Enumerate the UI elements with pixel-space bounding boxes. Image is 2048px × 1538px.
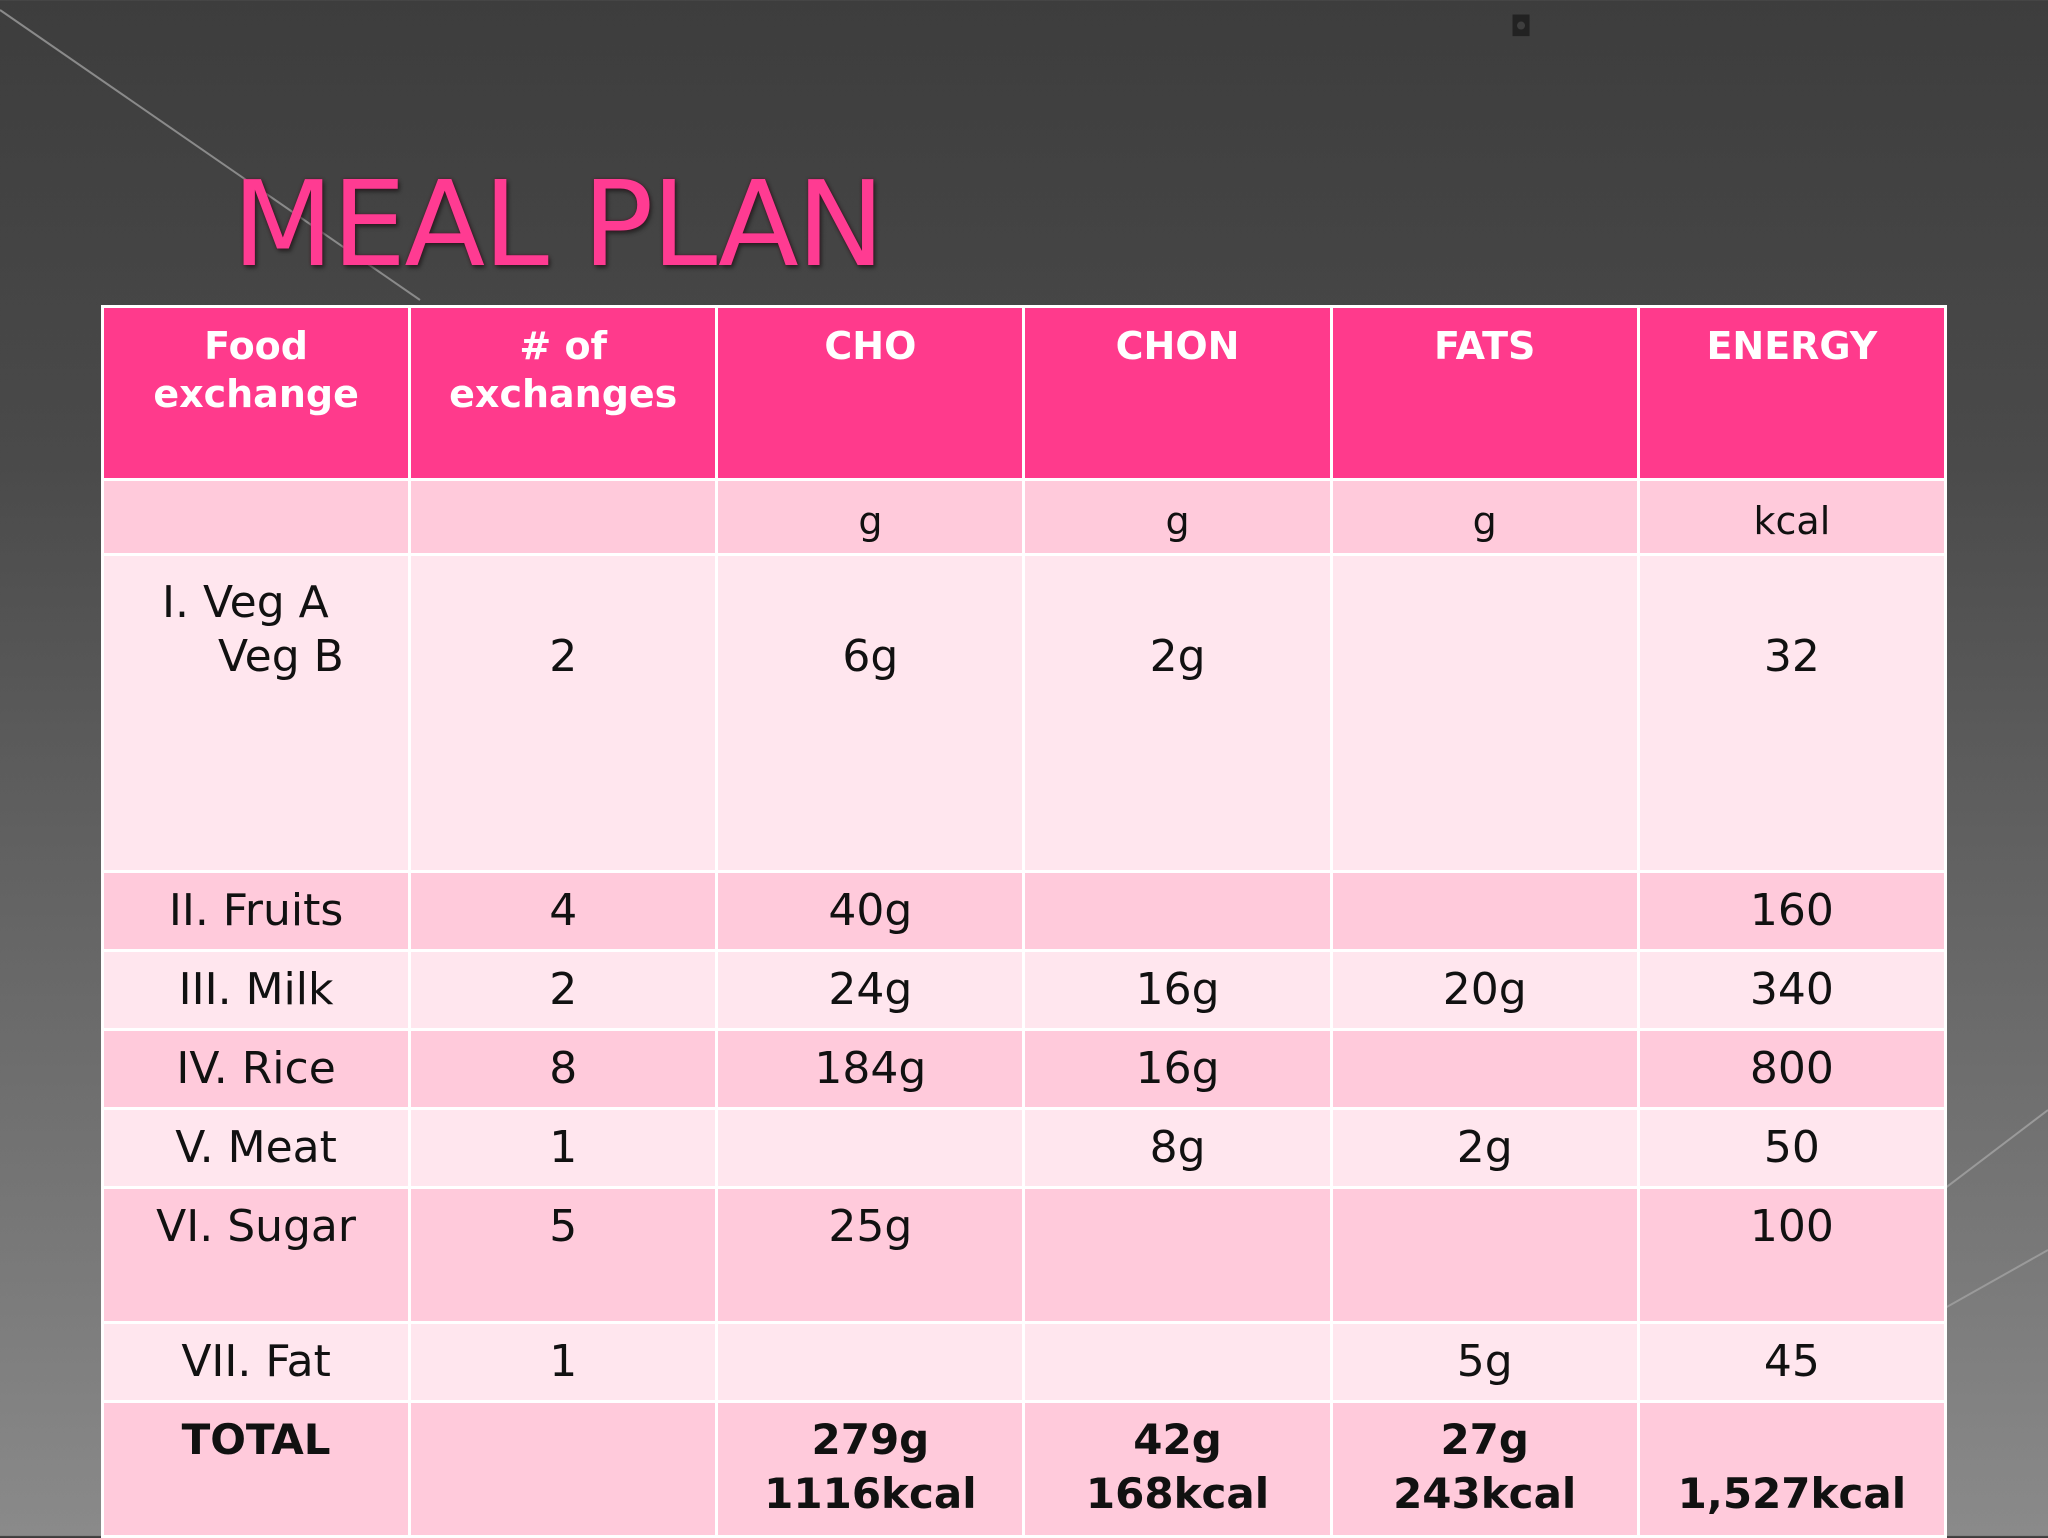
energy-cell: 160 — [1636, 870, 1948, 952]
food-cell: V. Meat — [100, 1107, 412, 1189]
unit-cell: kcal — [1636, 478, 1948, 556]
unit-cell: g — [1022, 478, 1333, 556]
units-row: g g g kcal — [100, 478, 1948, 556]
exchanges-cell: 2 — [408, 553, 719, 873]
exchanges-cell: 1 — [408, 1107, 719, 1189]
total-cho-cell: 279g 1116kcal — [715, 1400, 1026, 1538]
fats-cell — [1329, 553, 1640, 873]
food-cell: VII. Fat — [100, 1321, 412, 1403]
table-row: V. Meat 1 8g 2g 50 — [100, 1107, 1948, 1189]
total-exchanges-cell — [408, 1400, 719, 1538]
food-cell: I. Veg A Veg B — [100, 553, 412, 873]
energy-cell: 800 — [1636, 1028, 1948, 1110]
table-row: II. Fruits 4 40g 160 — [100, 870, 1948, 952]
cho-cell: 6g — [715, 553, 1026, 873]
total-fats-cell: 27g 243kcal — [1329, 1400, 1640, 1538]
header-cho: CHO — [715, 305, 1026, 481]
total-row: TOTAL 279g 1116kcal 42g 168kcal 27g 243kcal… — [100, 1400, 1948, 1538]
energy-cell: 32 — [1636, 553, 1948, 873]
chon-cell: 2g — [1022, 553, 1333, 873]
chon-cell — [1022, 1186, 1333, 1324]
energy-cell: 340 — [1636, 949, 1948, 1031]
fats-cell: 5g — [1329, 1321, 1640, 1403]
cho-cell: 40g — [715, 870, 1026, 952]
chon-cell — [1022, 1321, 1333, 1403]
energy-cell: 100 — [1636, 1186, 1948, 1324]
exchanges-cell: 2 — [408, 949, 719, 1031]
energy-cell: 45 — [1636, 1321, 1948, 1403]
header-energy: ENERGY — [1636, 305, 1948, 481]
meal-plan-table: Food exchange # of exchanges CHO CHON FATS… — [100, 305, 1948, 1538]
food-cell: II. Fruits — [100, 870, 412, 952]
cho-cell — [715, 1321, 1026, 1403]
energy-cell: 50 — [1636, 1107, 1948, 1189]
unit-cell: g — [1329, 478, 1640, 556]
header-fats: FATS — [1329, 305, 1640, 481]
unit-cell — [100, 478, 412, 556]
food-cell: III. Milk — [100, 949, 412, 1031]
slide-title: MEAL PLAN — [232, 155, 885, 293]
header-num-exchanges: # of exchanges — [408, 305, 719, 481]
fats-cell: 20g — [1329, 949, 1640, 1031]
header-food-exchange: Food exchange — [100, 305, 412, 481]
total-label: TOTAL — [100, 1400, 412, 1538]
chon-cell: 16g — [1022, 949, 1333, 1031]
table-row: VII. Fat 1 5g 45 — [100, 1321, 1948, 1403]
table-header-row: Food exchange # of exchanges CHO CHON FATS… — [100, 305, 1948, 481]
fats-cell: 2g — [1329, 1107, 1640, 1189]
food-cell: VI. Sugar — [100, 1186, 412, 1324]
chon-cell — [1022, 870, 1333, 952]
unit-cell — [408, 478, 719, 556]
fats-cell — [1329, 1028, 1640, 1110]
cho-cell — [715, 1107, 1026, 1189]
chon-cell: 16g — [1022, 1028, 1333, 1110]
chon-cell: 8g — [1022, 1107, 1333, 1189]
exchanges-cell: 4 — [408, 870, 719, 952]
food-cell: IV. Rice — [100, 1028, 412, 1110]
table-row: VI. Sugar 5 25g 100 — [100, 1186, 1948, 1324]
fats-cell — [1329, 870, 1640, 952]
cho-cell: 25g — [715, 1186, 1026, 1324]
total-energy-cell: 1,527kcal — [1636, 1400, 1948, 1538]
total-chon-cell: 42g 168kcal — [1022, 1400, 1333, 1538]
exchanges-cell: 5 — [408, 1186, 719, 1324]
cho-cell: 184g — [715, 1028, 1026, 1110]
header-chon: CHON — [1022, 305, 1333, 481]
slide-bullet-icon: ◘ — [1510, 10, 1533, 43]
table-row: I. Veg A Veg B 2 6g 2g 32 — [100, 553, 1948, 873]
unit-cell: g — [715, 478, 1026, 556]
table-row: IV. Rice 8 184g 16g 800 — [100, 1028, 1948, 1110]
exchanges-cell: 1 — [408, 1321, 719, 1403]
table-row: III. Milk 2 24g 16g 20g 340 — [100, 949, 1948, 1031]
exchanges-cell: 8 — [408, 1028, 719, 1110]
fats-cell — [1329, 1186, 1640, 1324]
cho-cell: 24g — [715, 949, 1026, 1031]
